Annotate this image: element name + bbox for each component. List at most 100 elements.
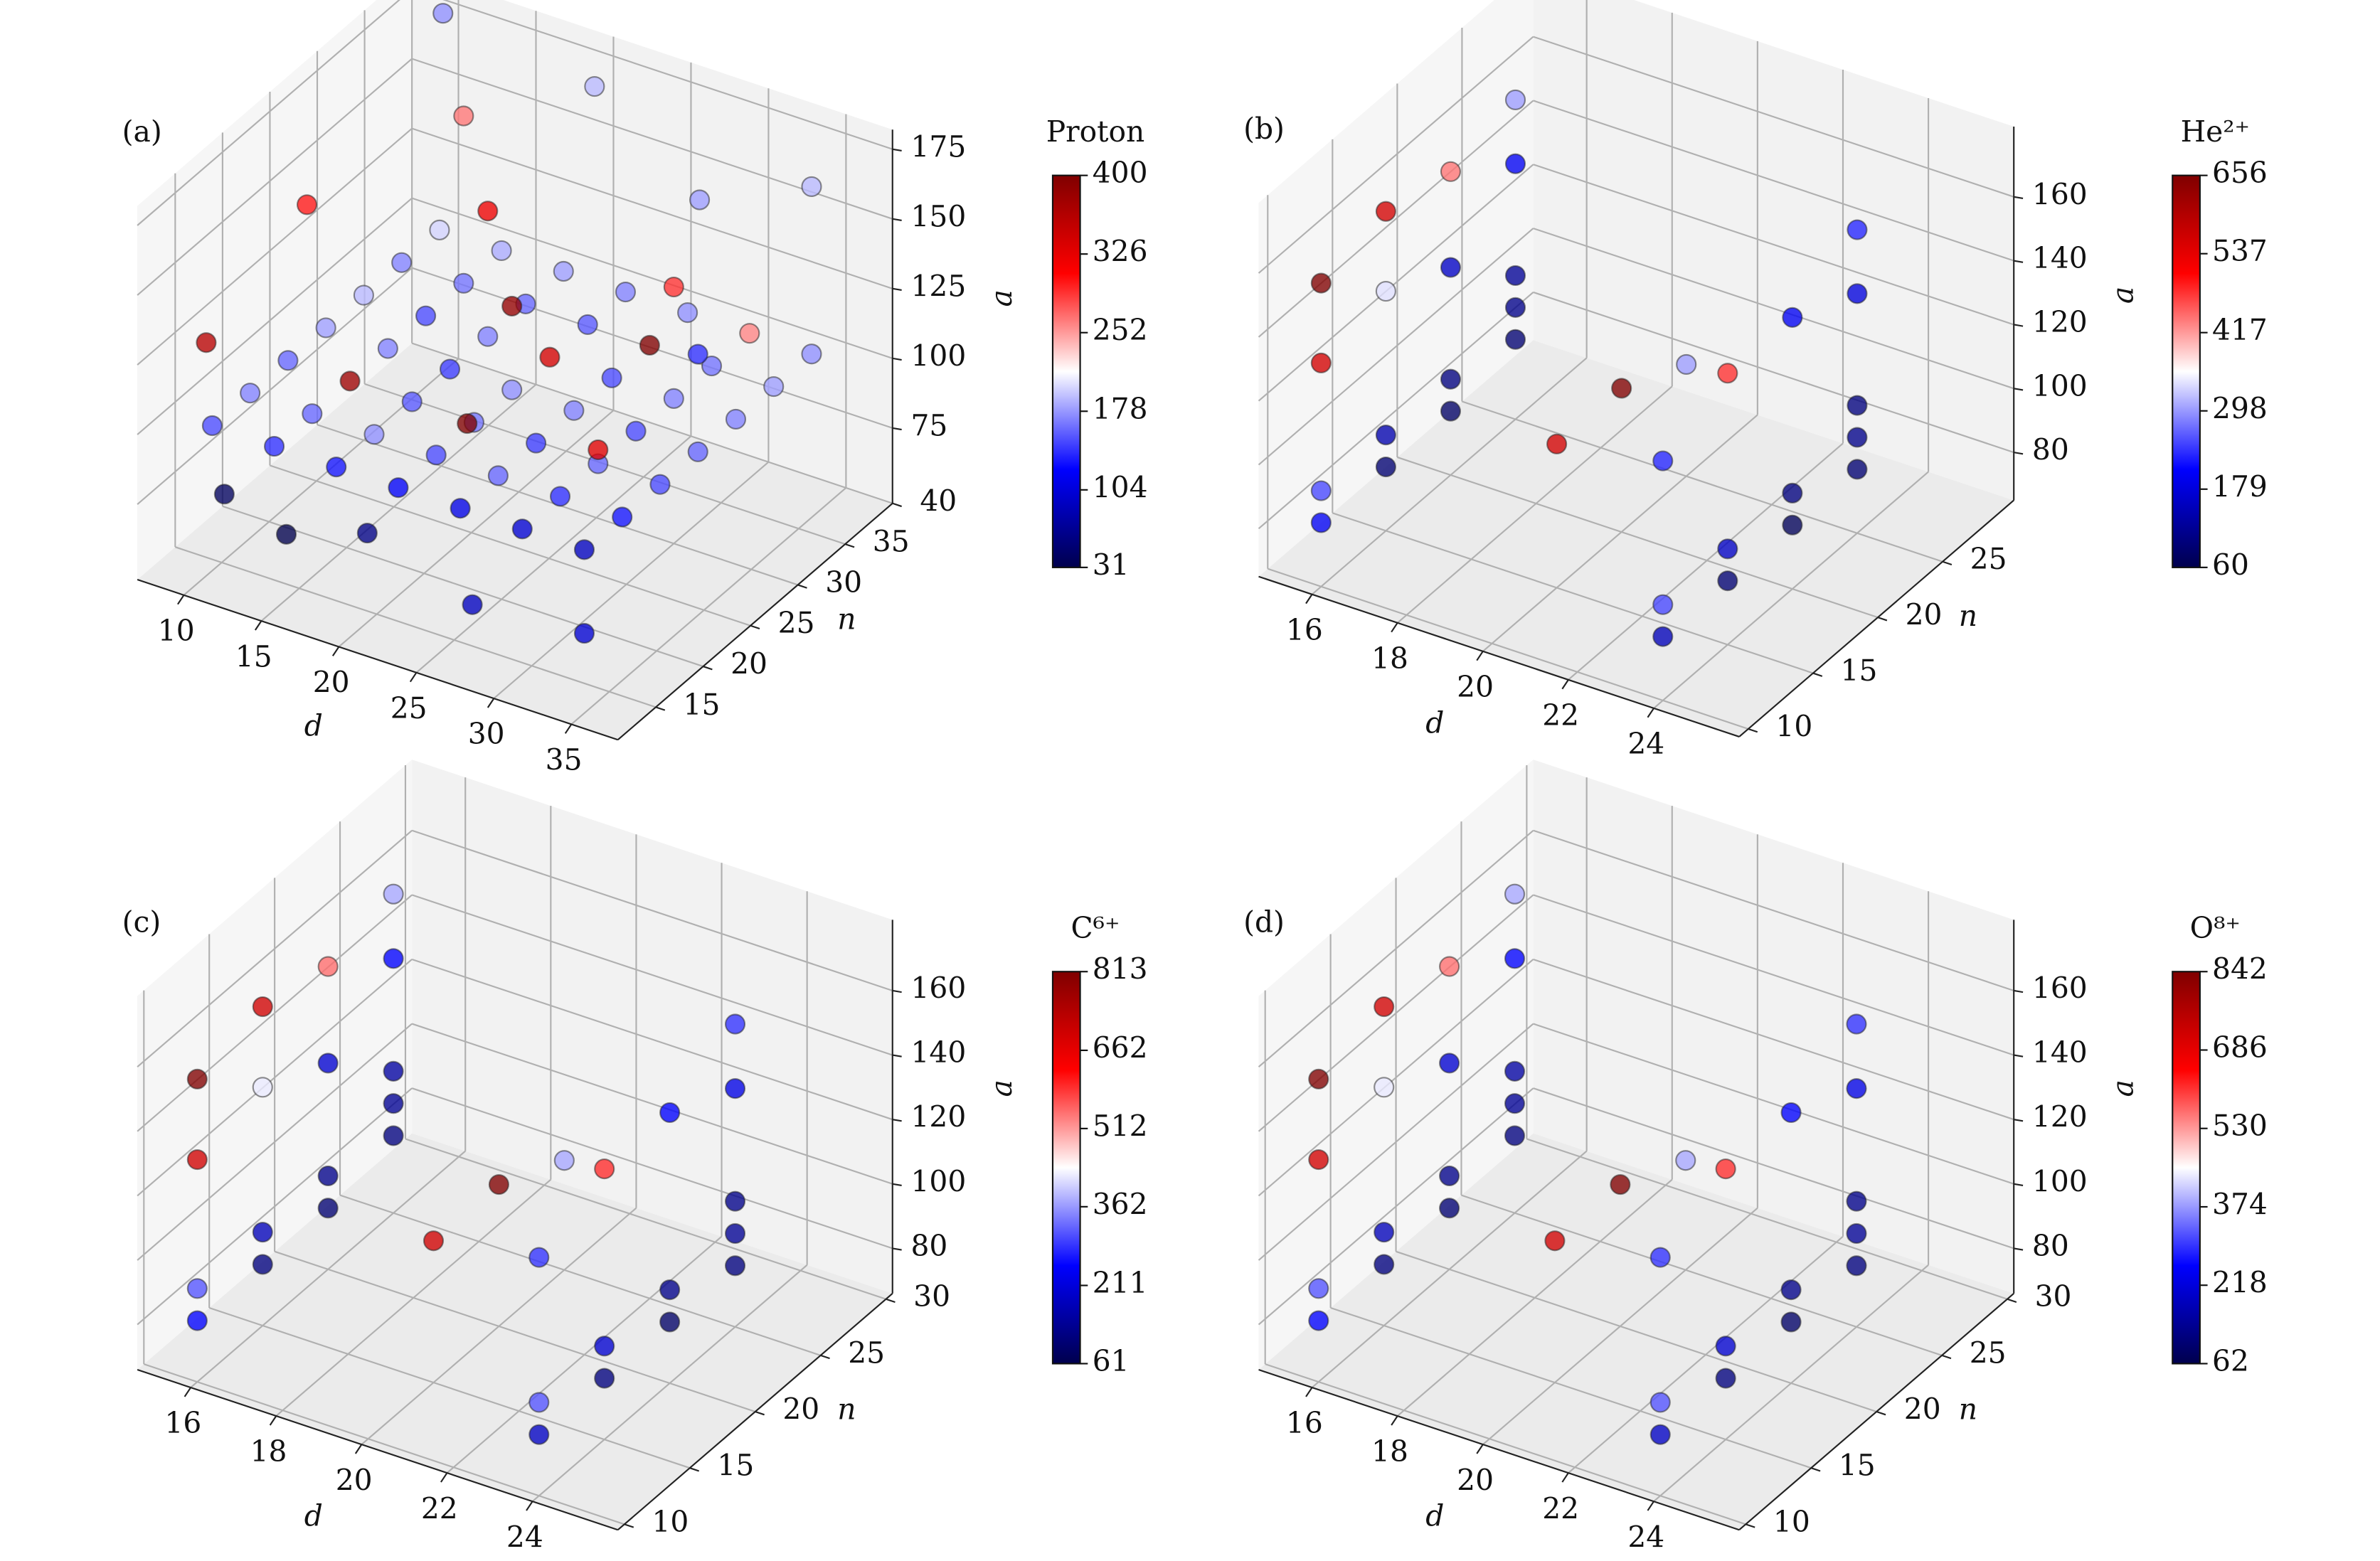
- grid-line: [1396, 1250, 1877, 1413]
- z-tick-label: 120: [2032, 1100, 2088, 1134]
- grid-line: [137, 1087, 413, 1326]
- data-point: [1504, 883, 1526, 905]
- data-point: [1310, 272, 1332, 294]
- data-point: [1717, 363, 1738, 384]
- tick-mark: [2014, 324, 2024, 327]
- data-point: [1440, 257, 1462, 278]
- tick-mark: [892, 989, 902, 993]
- data-point: [1308, 1278, 1329, 1299]
- grid-line: [442, 0, 893, 150]
- data-point: [1504, 153, 1526, 174]
- tick-mark: [892, 1247, 902, 1251]
- data-point: [296, 194, 318, 215]
- grid-line: [1267, 568, 1749, 730]
- z-tick-label: 140: [910, 1035, 966, 1070]
- data-point: [1375, 201, 1396, 222]
- grid-line: [260, 383, 537, 622]
- z-tick-label: 175: [910, 129, 966, 164]
- data-point: [1375, 280, 1396, 302]
- grid-line: [1258, 36, 1534, 274]
- x-tick-label: 18: [1371, 641, 1408, 676]
- grid-line: [1258, 959, 1534, 1197]
- grid-line: [143, 1363, 625, 1525]
- back-pane: [1533, 760, 2014, 1294]
- data-point: [315, 317, 336, 339]
- colorbar-tick-label: 656: [2212, 156, 2268, 190]
- data-point: [302, 403, 323, 425]
- data-point: [487, 465, 509, 486]
- tick-mark: [892, 148, 902, 151]
- data-point: [663, 388, 684, 409]
- data-point: [1374, 1222, 1395, 1243]
- data-point: [659, 1102, 681, 1124]
- grid-line: [411, 894, 893, 1056]
- grid-line: [137, 0, 400, 226]
- data-point: [1439, 956, 1460, 977]
- grid-line: [415, 435, 692, 673]
- grid-line: [493, 461, 770, 699]
- data-point: [457, 412, 478, 435]
- tick-mark: [892, 287, 902, 292]
- tick-mark: [1391, 1415, 1398, 1426]
- x-axis-label: d: [304, 1499, 323, 1533]
- tick-mark: [2014, 452, 2024, 455]
- data-point: [356, 523, 378, 544]
- colorbar-tick-label: 252: [1093, 313, 1148, 347]
- data-point: [563, 400, 585, 421]
- data-point: [240, 383, 261, 404]
- data-point: [317, 1165, 339, 1187]
- data-point: [363, 424, 385, 445]
- tick-mark: [1942, 560, 1953, 566]
- tick-mark: [689, 1467, 700, 1472]
- tick-mark: [1812, 672, 1823, 677]
- tick-mark: [750, 624, 760, 630]
- data-point: [1675, 1150, 1696, 1171]
- grid-line: [1533, 894, 2014, 1056]
- data-point: [1374, 1077, 1395, 1098]
- x-axis-line: [1258, 575, 1740, 737]
- x-tick-label: 24: [1627, 727, 1664, 761]
- z-tick-label: 120: [910, 1100, 966, 1134]
- z-tick-label: 140: [2032, 241, 2088, 275]
- grid-line: [411, 958, 893, 1121]
- y-tick-label: 10: [1775, 709, 1812, 743]
- data-point: [577, 314, 598, 336]
- data-point: [1374, 1254, 1395, 1275]
- data-point: [186, 1149, 208, 1171]
- data-point: [1780, 1279, 1802, 1301]
- x-tick-label: 16: [1286, 1406, 1323, 1440]
- data-point: [649, 474, 671, 495]
- tick-mark: [1561, 679, 1569, 690]
- grid-line: [270, 464, 751, 627]
- grid-line: [1533, 1087, 2014, 1250]
- data-point: [252, 1077, 273, 1098]
- data-point: [1780, 1102, 1802, 1124]
- y-tick-label: 30: [913, 1279, 950, 1314]
- colorbar-label: C⁶⁺: [1071, 911, 1120, 945]
- colorbar-tick-label: 178: [1093, 392, 1148, 426]
- data-point: [339, 371, 361, 392]
- grid-line: [137, 58, 413, 296]
- data-point: [1310, 480, 1332, 501]
- colorbar-tick-label: 362: [1093, 1187, 1148, 1221]
- tick-mark: [184, 1387, 192, 1397]
- tick-mark: [1748, 728, 1758, 733]
- grid-line: [411, 197, 893, 359]
- colorbar-tick-label: 60: [2212, 548, 2249, 582]
- data-point: [724, 1190, 746, 1212]
- tick-mark: [1877, 617, 1888, 622]
- grid-line: [1533, 228, 2014, 390]
- grid-line: [1258, 100, 1534, 338]
- data-point: [1782, 482, 1803, 504]
- grid-line: [1526, 1138, 2008, 1300]
- y-tick-label: 20: [1906, 598, 1943, 632]
- x-axis-line: [137, 1369, 619, 1531]
- grid-line: [137, 197, 413, 435]
- tick-mark: [892, 1119, 902, 1122]
- data-point: [1440, 368, 1462, 390]
- grid-line: [1396, 385, 1673, 624]
- tick-mark: [820, 1354, 830, 1360]
- data-point: [539, 346, 561, 368]
- y-tick-label: 15: [1839, 1449, 1876, 1483]
